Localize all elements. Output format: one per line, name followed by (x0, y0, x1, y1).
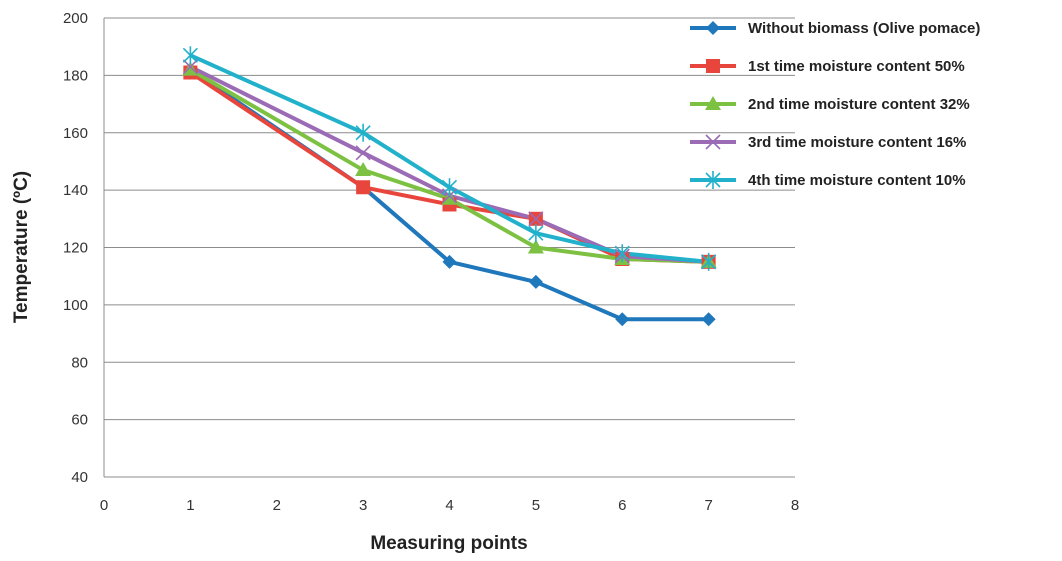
data-point-series-4 (182, 59, 198, 75)
y-tick-label: 200 (63, 10, 88, 27)
legend-item: 4th time moisture content 10% (690, 171, 966, 189)
data-point-series-1 (528, 274, 543, 289)
y-tick-label: 80 (71, 354, 88, 371)
data-point-series-1 (442, 254, 457, 269)
legend-label: 4th time moisture content 10% (748, 172, 966, 189)
legend-swatch-marker (705, 134, 721, 150)
data-point-series-3 (182, 61, 199, 76)
grid (104, 17, 795, 478)
legend-label: 1st time moisture content 50% (748, 58, 965, 75)
data-point-series-5 (528, 224, 544, 243)
data-point-series-2 (356, 180, 371, 195)
legend-label: Without biomass (Olive pomace) (748, 20, 980, 37)
data-point-series-1 (701, 312, 716, 327)
x-tick-label: 7 (704, 497, 712, 514)
y-tick-label: 40 (71, 469, 88, 486)
x-axis-title: Measuring points (370, 533, 527, 554)
data-point-series-5 (614, 244, 630, 263)
legend-swatch-marker (705, 96, 721, 110)
legend-label: 3rd time moisture content 16% (748, 134, 966, 151)
legend-label: 2nd time moisture content 32% (748, 96, 970, 113)
data-point-series-3 (527, 239, 544, 254)
data-point-series-5 (182, 46, 198, 65)
legend-item: 2nd time moisture content 32% (690, 96, 970, 113)
legend: Without biomass (Olive pomace) 1st time m… (690, 20, 980, 189)
data-point-series-5 (701, 252, 717, 271)
legend-item: Without biomass (Olive pomace) (690, 20, 980, 37)
x-tick-label: 6 (618, 497, 626, 514)
data-point-series-1 (615, 312, 630, 327)
x-tick-label: 3 (359, 497, 367, 514)
x-tick-label: 5 (532, 497, 540, 514)
y-tick-label: 160 (63, 125, 88, 142)
legend-swatch-marker (706, 21, 720, 35)
y-tick-label: 180 (63, 67, 88, 84)
data-point-series-3 (441, 190, 458, 205)
x-tick-label: 1 (186, 497, 194, 514)
y-tick-label: 60 (71, 412, 88, 429)
y-tick-label: 120 (63, 240, 88, 257)
x-tick-label: 8 (791, 497, 799, 514)
x-tick-label: 4 (445, 497, 453, 514)
data-point-series-5 (355, 123, 371, 142)
y-tick-label: 100 (63, 297, 88, 314)
legend-item: 1st time moisture content 50% (690, 58, 965, 75)
legend-swatch-marker (705, 171, 721, 189)
data-point-series-4 (355, 145, 371, 161)
data-point-series-4 (528, 211, 544, 227)
series-line-2 (189, 70, 709, 264)
y-tick-label: 140 (63, 182, 88, 199)
series-line-4 (189, 64, 709, 264)
series-lines (189, 53, 709, 322)
y-axis-title: Temperature (ºC) (11, 171, 32, 323)
axes: 40 60 80 100 120 140 160 180 200 0 1 2 3 4 5 6 7 8 (63, 10, 799, 514)
x-tick-label: 2 (273, 497, 281, 514)
legend-item: 3rd time moisture content 16% (690, 134, 966, 151)
series-line-3 (189, 67, 709, 264)
legend-swatch-marker (706, 59, 720, 73)
data-point-series-3 (355, 162, 372, 177)
x-tick-label: 0 (100, 497, 108, 514)
series-line-5 (189, 53, 709, 264)
series-markers (182, 46, 717, 327)
data-point-series-5 (441, 178, 458, 197)
